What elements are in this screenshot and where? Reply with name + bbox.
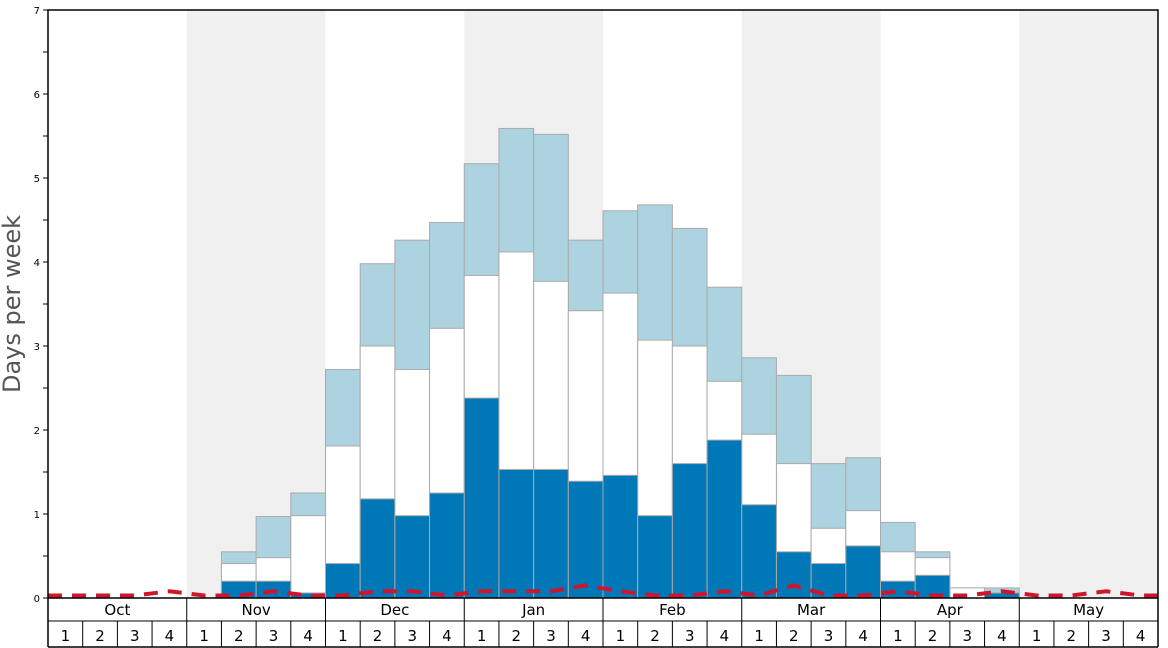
bar-dark-20 — [706, 439, 743, 599]
week-label: 4 — [581, 627, 591, 645]
week-label: 4 — [165, 627, 175, 645]
week-label: 1 — [61, 627, 71, 645]
y-tick-label: 0 — [34, 594, 40, 605]
y-tick-label: 6 — [34, 90, 40, 101]
bar-dark-18 — [637, 515, 673, 599]
week-label: 2 — [789, 627, 799, 645]
bar-dark-25 — [880, 580, 916, 599]
week-label: 4 — [303, 627, 313, 645]
week-label: 3 — [407, 627, 417, 645]
week-label: 4 — [720, 627, 730, 645]
y-tick-label: 1 — [34, 510, 40, 521]
bar-dark-16 — [567, 480, 604, 599]
week-label: 2 — [1067, 627, 1077, 645]
y-tick-label: 5 — [34, 174, 40, 185]
bar-dark-17 — [602, 474, 639, 599]
week-label: 3 — [1101, 627, 1111, 645]
bar-dark-22 — [775, 551, 812, 599]
bar-dark-24 — [845, 545, 881, 599]
month-label-feb: Feb — [659, 601, 686, 619]
x-axis-table: Oct 1 2 3 4 Nov 1 2 3 4 Dec 1 2 3 4 Jan 1 2 3 4 Feb 1 2 3 4 Mar 1 2… — [47, 598, 1159, 648]
y-axis: 0 1 2 3 4 5 6 7 — [34, 6, 48, 605]
month-label-apr: Apr — [937, 601, 964, 619]
week-label: 4 — [858, 627, 868, 645]
bar-white-8 — [290, 515, 326, 599]
week-label: 1 — [754, 627, 764, 645]
month-label-dec: Dec — [380, 601, 409, 619]
week-label: 3 — [269, 627, 279, 645]
bar-dark-15 — [533, 468, 569, 599]
week-label: 3 — [824, 627, 834, 645]
week-label: 2 — [95, 627, 105, 645]
week-label: 3 — [685, 627, 695, 645]
bar-dark-11 — [394, 515, 431, 599]
month-label-oct: Oct — [104, 601, 130, 619]
week-label: 3 — [546, 627, 556, 645]
bar-dark-13 — [463, 397, 500, 599]
week-label: 2 — [512, 627, 522, 645]
y-tick-label: 7 — [34, 6, 40, 17]
week-label: 1 — [616, 627, 626, 645]
bar-dark-14 — [498, 468, 535, 599]
month-label-jan: Jan — [521, 601, 545, 619]
week-label: 3 — [130, 627, 140, 645]
week-label: 4 — [997, 627, 1007, 645]
bar-dark-10 — [359, 498, 396, 599]
month-label-nov: Nov — [241, 601, 270, 619]
y-tick-label: 4 — [34, 258, 40, 269]
week-label: 4 — [442, 627, 452, 645]
week-label: 4 — [1136, 627, 1146, 645]
week-label: 1 — [338, 627, 348, 645]
week-label: 1 — [1032, 627, 1042, 645]
week-label: 1 — [893, 627, 903, 645]
month-label-may: May — [1073, 601, 1104, 619]
bar-dark-12 — [429, 492, 465, 599]
y-axis-label: Days per week — [0, 215, 26, 393]
week-label: 1 — [477, 627, 487, 645]
month-label-mar: Mar — [797, 601, 826, 619]
week-label: 2 — [234, 627, 244, 645]
bar-dark-9 — [325, 563, 361, 599]
y-tick-label: 3 — [34, 342, 40, 353]
bar-dark-19 — [671, 463, 708, 599]
week-label: 2 — [650, 627, 660, 645]
week-label: 1 — [199, 627, 209, 645]
week-label: 3 — [962, 627, 972, 645]
y-tick-label: 2 — [34, 426, 40, 437]
dashed-series-line — [48, 583, 1158, 598]
bar-dark-21 — [741, 504, 777, 599]
bar-series — [220, 127, 1020, 599]
week-label: 2 — [928, 627, 938, 645]
month-shade-may — [1019, 10, 1158, 598]
week-label: 2 — [373, 627, 383, 645]
